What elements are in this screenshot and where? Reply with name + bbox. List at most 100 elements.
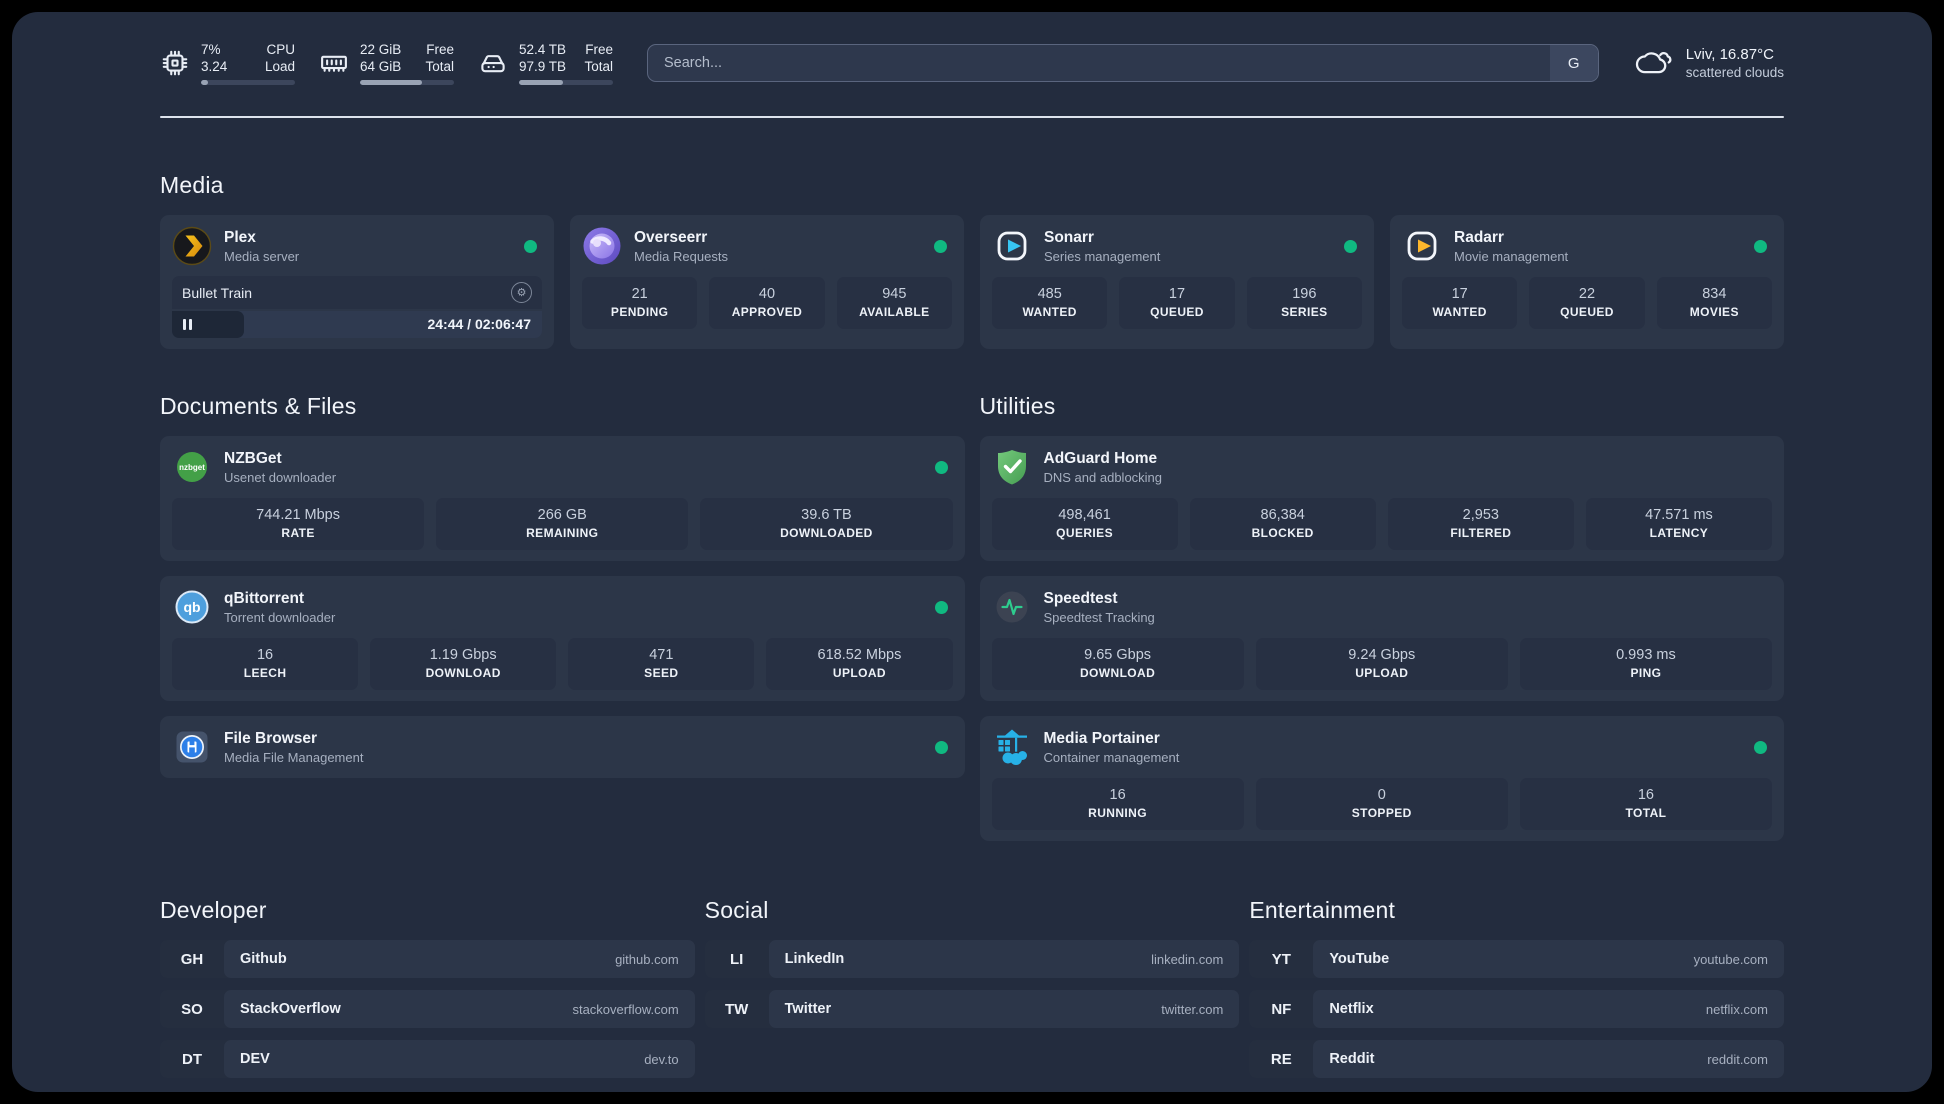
bookmark-group-developer: Developer GH Github github.com SO StackO… bbox=[160, 897, 695, 1078]
status-dot-online bbox=[1754, 740, 1767, 754]
bookmark-name: LinkedIn bbox=[784, 951, 845, 967]
stat-pending: 21 PENDING bbox=[582, 277, 698, 329]
radarr-icon bbox=[1402, 226, 1442, 266]
search-input[interactable] bbox=[648, 45, 1550, 81]
stat-latency: 47.571 ms LATENCY bbox=[1585, 498, 1772, 550]
disk-progress-bar bbox=[519, 80, 613, 85]
card-qbittorrent[interactable]: qb qBittorrent Torrent downloader 16 LEE… bbox=[160, 576, 965, 701]
stat-upload: 618.52 Mbps UPLOAD bbox=[766, 638, 953, 690]
speedtest-icon bbox=[992, 587, 1032, 627]
memory-total-label: Total bbox=[425, 59, 454, 74]
stat-remaining: 266 GB REMAINING bbox=[436, 498, 689, 550]
service-subtitle: Media File Management bbox=[224, 749, 364, 765]
stat-leech: 16 LEECH bbox=[172, 638, 359, 690]
cpu-widget: 7% 3.24 CPU Load bbox=[160, 41, 295, 85]
disk-icon bbox=[478, 48, 508, 78]
bookmark-stackoverflow[interactable]: SO StackOverflow stackoverflow.com bbox=[160, 990, 695, 1028]
bookmark-twitter[interactable]: TW Twitter twitter.com bbox=[704, 990, 1240, 1028]
service-subtitle: Container management bbox=[1043, 749, 1180, 765]
section-title-social: Social bbox=[704, 897, 769, 923]
stat-blocked: 86,384 BLOCKED bbox=[1189, 498, 1376, 550]
bookmark-url: youtube.com bbox=[1693, 951, 1768, 967]
bookmark-abbr: YT bbox=[1271, 950, 1291, 968]
stat-queued: 22 QUEUED bbox=[1529, 277, 1645, 329]
card-sonarr[interactable]: Sonarr Series management 485 WANTED 17 Q… bbox=[980, 215, 1374, 349]
dashboard: 7% 3.24 CPU Load bbox=[12, 12, 1932, 1092]
card-portainer[interactable]: Media Portainer Container management 16 … bbox=[979, 716, 1784, 841]
status-dot-online bbox=[1754, 239, 1767, 253]
status-dot-online bbox=[934, 740, 948, 754]
nzbget-icon: nzbget bbox=[172, 447, 212, 487]
player-time: 24:44 / 02:06:47 bbox=[427, 316, 531, 332]
service-subtitle: Usenet downloader bbox=[224, 469, 337, 485]
search-provider-button[interactable]: G bbox=[1549, 45, 1598, 81]
resource-widgets: 7% 3.24 CPU Load bbox=[160, 41, 613, 85]
card-filebrowser[interactable]: File Browser Media File Management bbox=[160, 716, 965, 778]
card-adguard[interactable]: AdGuard Home DNS and adblocking 498,461 … bbox=[979, 436, 1784, 561]
bookmark-dev[interactable]: DT DEV dev.to bbox=[160, 1040, 695, 1078]
stat-filtered: 2,953 FILTERED bbox=[1387, 498, 1574, 550]
topbar-divider bbox=[160, 116, 1784, 118]
bookmark-abbr: RE bbox=[1270, 1050, 1292, 1068]
adguard-icon bbox=[992, 447, 1032, 487]
scattered-clouds-icon bbox=[1633, 43, 1673, 83]
bookmark-abbr: NF bbox=[1271, 1000, 1292, 1018]
bookmark-reddit[interactable]: RE Reddit reddit.com bbox=[1249, 1040, 1784, 1078]
bookmark-abbr: GH bbox=[180, 950, 204, 968]
service-subtitle: Torrent downloader bbox=[224, 609, 336, 625]
memory-free-label: Free bbox=[426, 42, 454, 57]
section-title-media: Media bbox=[160, 172, 224, 198]
service-title: qBittorrent bbox=[224, 589, 305, 607]
card-plex[interactable]: Plex Media server Bullet Train ⚙ 24:44 bbox=[160, 215, 554, 349]
service-title: AdGuard Home bbox=[1043, 449, 1158, 467]
cpu-usage-value: 7% bbox=[201, 42, 221, 57]
bookmark-netflix[interactable]: NF Netflix netflix.com bbox=[1249, 990, 1784, 1028]
service-title: Radarr bbox=[1454, 228, 1504, 246]
stat-movies: 834 MOVIES bbox=[1656, 277, 1772, 329]
card-speedtest[interactable]: Speedtest Speedtest Tracking 9.65 Gbps D… bbox=[979, 576, 1784, 701]
service-title: NZBGet bbox=[224, 449, 282, 467]
card-nzbget[interactable]: nzbget NZBGet Usenet downloader 744.21 M… bbox=[160, 436, 965, 561]
status-dot-online bbox=[524, 239, 537, 253]
section-documents-files: Documents & Files nzbget NZBGet U bbox=[160, 393, 965, 841]
bookmark-linkedin[interactable]: LI LinkedIn linkedin.com bbox=[704, 940, 1240, 978]
disk-free-value: 52.4 TB bbox=[519, 42, 567, 57]
qbittorrent-icon: qb bbox=[172, 587, 212, 627]
bookmark-url: linkedin.com bbox=[1151, 951, 1224, 967]
card-overseerr[interactable]: Overseerr Media Requests 21 PENDING 40 A… bbox=[570, 215, 964, 349]
stat-stopped: 0 STOPPED bbox=[1255, 778, 1508, 830]
section-title-developer: Developer bbox=[160, 897, 267, 923]
stat-approved: 40 APPROVED bbox=[709, 277, 825, 329]
bookmark-url: netflix.com bbox=[1705, 1001, 1768, 1017]
service-title: Overseerr bbox=[634, 228, 708, 246]
portainer-icon bbox=[992, 727, 1032, 767]
now-playing-title: Bullet Train bbox=[182, 284, 253, 301]
stat-upload: 9.24 Gbps UPLOAD bbox=[1255, 638, 1508, 690]
plex-now-playing: Bullet Train ⚙ 24:44 / 02:06:47 bbox=[172, 276, 542, 338]
pause-icon[interactable] bbox=[183, 319, 192, 330]
plex-icon bbox=[172, 226, 212, 266]
status-dot-online bbox=[934, 460, 948, 474]
weather-location-temp: Lviv, 16.87°C bbox=[1685, 46, 1774, 63]
card-radarr[interactable]: Radarr Movie management 17 WANTED 22 QUE… bbox=[1390, 215, 1784, 349]
bookmark-youtube[interactable]: YT YouTube youtube.com bbox=[1249, 940, 1784, 978]
memory-total-value: 64 GiB bbox=[360, 59, 402, 74]
player-progress-bar[interactable]: 24:44 / 02:06:47 bbox=[172, 311, 542, 338]
cpu-progress-bar bbox=[201, 80, 295, 85]
stat-download: 1.19 Gbps DOWNLOAD bbox=[370, 638, 557, 690]
stat-wanted: 485 WANTED bbox=[992, 277, 1108, 329]
bookmark-group-entertainment: Entertainment YT YouTube youtube.com NF … bbox=[1249, 897, 1784, 1078]
service-title: Media Portainer bbox=[1043, 729, 1160, 747]
bookmark-abbr: TW bbox=[724, 1000, 749, 1018]
memory-icon bbox=[319, 48, 349, 78]
top-bar: 7% 3.24 CPU Load bbox=[160, 40, 1784, 86]
bookmark-abbr: SO bbox=[181, 1000, 203, 1018]
bookmark-github[interactable]: GH Github github.com bbox=[160, 940, 695, 978]
bookmark-name: Twitter bbox=[784, 1001, 832, 1017]
memory-progress-bar bbox=[360, 80, 454, 85]
bookmark-name: Reddit bbox=[1329, 1051, 1375, 1067]
stat-ping: 0.993 ms PING bbox=[1519, 638, 1773, 690]
stat-download: 9.65 Gbps DOWNLOAD bbox=[991, 638, 1244, 690]
bookmark-url: dev.to bbox=[644, 1051, 679, 1067]
player-settings-icon[interactable]: ⚙ bbox=[511, 282, 532, 303]
